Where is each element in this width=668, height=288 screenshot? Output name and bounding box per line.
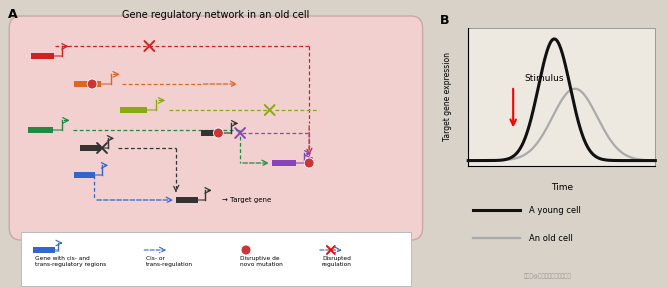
Text: Gene regulatory network in an old cell: Gene regulatory network in an old cell [122, 10, 309, 20]
Circle shape [304, 158, 314, 168]
Bar [272, 160, 295, 166]
Bar [51, 55, 62, 57]
Text: Disrupted
regulation: Disrupted regulation [322, 256, 352, 267]
FancyBboxPatch shape [9, 16, 423, 240]
Text: Cis- or
trans-regulation: Cis- or trans-regulation [146, 256, 193, 267]
Text: Gene with cis- and
trans-regulatory regions: Gene with cis- and trans-regulatory regi… [35, 256, 106, 267]
Text: An old cell: An old cell [529, 234, 573, 242]
Bar [21, 232, 411, 286]
Bar [98, 147, 109, 149]
Bar [195, 199, 206, 201]
Bar [120, 107, 147, 113]
Text: A: A [8, 8, 18, 21]
Text: Time: Time [550, 183, 573, 192]
Bar [74, 172, 95, 178]
Bar [144, 109, 157, 111]
Bar [74, 81, 102, 87]
Bar [293, 162, 305, 164]
Bar [50, 129, 63, 131]
Bar [33, 247, 55, 253]
Text: Target gene expression: Target gene expression [443, 52, 452, 141]
Bar [98, 83, 112, 85]
Circle shape [88, 79, 97, 89]
Bar [28, 127, 53, 133]
Circle shape [241, 245, 251, 255]
Bar [31, 53, 53, 59]
Text: → Target gene: → Target gene [222, 197, 272, 203]
Text: Stimulus: Stimulus [525, 74, 564, 83]
Circle shape [214, 128, 223, 138]
Bar [468, 28, 655, 166]
Bar [80, 145, 101, 151]
Bar [176, 197, 198, 203]
Text: A young cell: A young cell [529, 206, 581, 215]
Text: B: B [440, 14, 450, 27]
Bar [51, 249, 59, 251]
Text: 搜狐号@成都区域细胞制备中心: 搜狐号@成都区域细胞制备中心 [524, 274, 572, 279]
Bar [92, 174, 103, 176]
Text: Disruptive de
novo mutation: Disruptive de novo mutation [240, 256, 283, 267]
Bar [220, 132, 232, 134]
Bar [200, 130, 223, 136]
